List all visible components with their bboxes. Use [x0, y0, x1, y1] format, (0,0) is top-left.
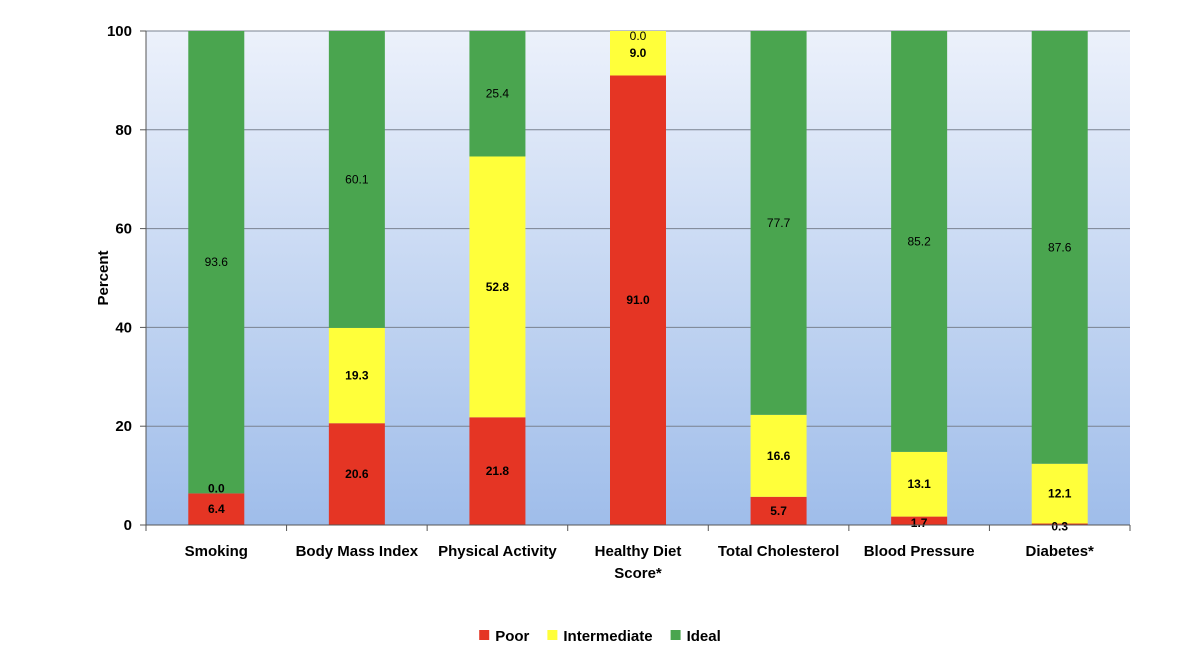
data-label-poor: 0.3	[1051, 519, 1068, 533]
y-tick-label: 80	[115, 122, 132, 139]
legend-swatch-poor	[479, 630, 490, 640]
data-label-intermediate: 12.1	[1048, 487, 1072, 501]
bar-intermediate	[750, 414, 807, 497]
bar-intermediate	[610, 31, 666, 76]
data-label-intermediate: 19.3	[345, 369, 369, 383]
bar-ideal	[328, 31, 385, 328]
y-axis-title: Percent	[95, 250, 112, 305]
data-label-ideal: 87.6	[1048, 240, 1072, 254]
x-category-label: Body Mass Index	[296, 543, 419, 560]
x-category-label: Diabetes*	[1026, 543, 1095, 560]
data-label-ideal: 93.6	[205, 255, 229, 269]
data-label-intermediate: 52.8	[486, 280, 510, 294]
legend-swatch-intermediate	[547, 630, 558, 640]
data-label-intermediate: 9.0	[630, 46, 647, 60]
bar-poor	[750, 496, 807, 525]
bar-poor	[188, 493, 245, 525]
data-label-poor: 1.7	[911, 516, 928, 530]
x-category-label: Healthy Diet	[595, 543, 682, 560]
data-label-ideal: 77.7	[767, 216, 791, 230]
data-label-ideal: 0.0	[630, 29, 647, 43]
x-category-label: Total Cholesterol	[718, 543, 839, 560]
bar-ideal	[750, 31, 807, 415]
bar-intermediate	[328, 327, 385, 424]
data-label-ideal: 85.2	[907, 234, 931, 248]
bars	[188, 31, 1088, 526]
legend-label-poor: Poor	[495, 628, 529, 645]
legend-label-intermediate: Intermediate	[563, 628, 652, 645]
x-category-label: Blood Pressure	[864, 543, 975, 560]
bar-poor	[891, 516, 948, 525]
bar-ideal	[188, 31, 245, 494]
bar-intermediate	[1031, 463, 1088, 524]
data-label-intermediate: 13.1	[907, 477, 931, 491]
axes: 0 20 40 60 80 100 Smoking Body Mass Index Physic…	[107, 23, 1131, 582]
bar-ideal	[891, 31, 948, 452]
y-tick-label: 0	[124, 517, 132, 534]
legend-label-ideal: Ideal	[687, 628, 721, 645]
data-label-poor: 21.8	[486, 464, 510, 478]
data-label-poor: 91.0	[626, 293, 650, 307]
bar-poor	[610, 75, 666, 526]
bar-intermediate	[891, 451, 948, 517]
data-label-ideal: 25.4	[486, 87, 510, 101]
bar-ideal	[469, 31, 526, 157]
data-label-poor: 5.7	[770, 504, 787, 518]
y-tick-label: 100	[107, 23, 132, 40]
x-category-label: Physical Activity	[438, 543, 557, 560]
data-labels: 6.4 0.0 93.6 20.6 19.3 60.1 21.8 52.8 25.4 91.0 9.…	[205, 29, 1072, 533]
legend: Poor Intermediate Ideal	[479, 628, 721, 645]
bar-poor	[1031, 523, 1088, 525]
x-category-label: Smoking	[185, 543, 248, 560]
bar-poor	[469, 417, 526, 525]
bar-intermediate	[469, 156, 526, 418]
data-label-intermediate: 16.6	[767, 449, 791, 463]
data-label-poor: 20.6	[345, 467, 369, 481]
y-tick-label: 60	[115, 221, 132, 238]
y-tick-label: 40	[115, 319, 132, 336]
data-label-ideal: 60.1	[345, 172, 369, 186]
x-category-label: Score*	[614, 565, 662, 582]
data-label-poor: 6.4	[208, 502, 225, 516]
bar-poor	[328, 423, 385, 525]
data-label-intermediate: 0.0	[208, 481, 225, 495]
legend-swatch-ideal	[670, 630, 681, 640]
bar-ideal	[1031, 31, 1088, 464]
y-tick-label: 20	[115, 418, 132, 435]
